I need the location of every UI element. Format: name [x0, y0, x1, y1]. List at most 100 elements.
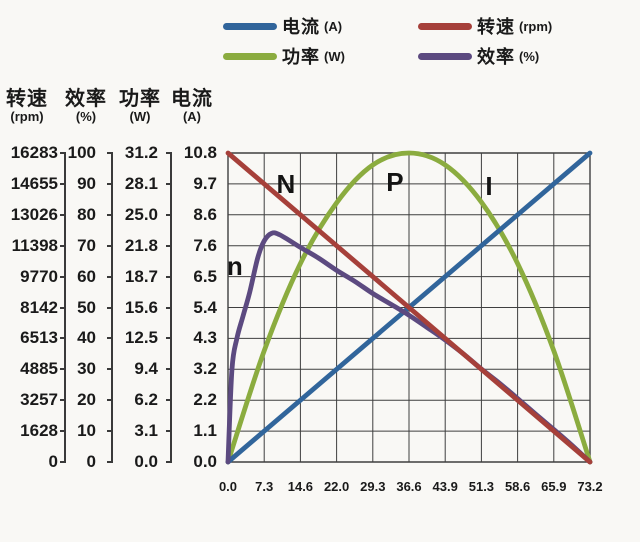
axis-header-unit: (rpm)	[10, 109, 44, 124]
axis-header-unit: (%)	[75, 109, 97, 124]
chart-canvas	[225, 150, 593, 465]
curve-label-n: n	[226, 251, 243, 282]
y-axis-tick	[107, 182, 113, 185]
y-axis-tick	[60, 275, 66, 278]
x-tick-label: 51.3	[468, 479, 495, 494]
y-axis-tick	[107, 213, 113, 216]
y-tick-label: 15.6	[124, 297, 158, 317]
y-axis-tick	[166, 213, 172, 216]
y-tick-label: 9770	[20, 266, 58, 286]
y-tick-label: 90	[77, 173, 96, 193]
y-axis-tick	[166, 306, 172, 309]
y-axis-tick	[60, 430, 66, 433]
y-axis-line	[111, 153, 113, 462]
y-tick-label: 21.8	[124, 235, 158, 255]
y-axis-tick	[60, 182, 66, 185]
y-tick-label: 11398	[11, 235, 58, 255]
x-tick-label: 43.9	[432, 479, 458, 494]
y-axis-tick	[166, 368, 172, 371]
y-tick-label: 50	[77, 297, 96, 317]
y-tick-label: 0.0	[193, 452, 217, 471]
y-tick-label: 1628	[20, 421, 58, 441]
y-tick-label: 5.4	[193, 297, 217, 317]
y-axis-tick	[60, 152, 66, 154]
legend-label-current: 电流	[282, 17, 320, 37]
y-tick-label: 13026	[10, 204, 58, 224]
y-tick-label: 4.3	[193, 328, 217, 348]
y-tick-label: 8.6	[193, 204, 217, 224]
axis-header-3: 功率 (W)	[108, 88, 172, 124]
y-tick-label: 16283	[10, 143, 58, 162]
x-tick-label: 22.0	[323, 479, 350, 494]
series-curve-转速	[225, 150, 593, 465]
y-axis-tick	[60, 306, 66, 309]
x-tick-label: 29.3	[360, 479, 386, 494]
x-tick-label: 36.6	[396, 479, 422, 494]
legend-label-power: 功率	[282, 47, 320, 67]
y-tick-label: 25.0	[124, 204, 158, 224]
legend-item-efficiency: 效率 (%)	[418, 42, 539, 70]
y-axis-tick	[60, 368, 66, 371]
x-tick-label: 0.0	[218, 479, 238, 494]
legend-unit-speed: (rpm)	[519, 18, 553, 34]
curve-label-P: P	[386, 167, 404, 198]
y-tick-label: 3.1	[134, 421, 158, 441]
y-tick-label: 2.2	[193, 390, 217, 410]
y-tick-label: 6513	[20, 328, 58, 348]
y-axis-tick	[166, 275, 172, 278]
axis-header-label: 转速	[6, 88, 48, 110]
y-tick-label: 9.4	[134, 359, 158, 379]
x-tick-label: 65.9	[541, 479, 567, 494]
y-tick-label: 70	[77, 235, 96, 255]
axis-header-unit: (A)	[182, 109, 202, 124]
y-tick-label: 3257	[20, 390, 58, 410]
y-axis-tick	[107, 430, 113, 433]
curve-label-I: I	[485, 171, 493, 202]
y-tick-label: 10.8	[183, 143, 217, 162]
y-tick-label: 40	[77, 328, 96, 348]
y-axis-tick	[60, 399, 66, 402]
series-curve-功率	[225, 150, 593, 465]
y-axis-tick	[60, 337, 66, 340]
y-tick-label: 9.7	[193, 173, 217, 193]
y-axis-tick	[60, 244, 66, 247]
legend-line-current-icon	[223, 22, 277, 30]
legend-item-speed: 转速 (rpm)	[418, 12, 552, 40]
legend-unit-power: (W)	[324, 48, 345, 64]
y-tick-label: 0	[86, 452, 96, 471]
y-axis-tick	[166, 461, 172, 463]
y-tick-label: 6.5	[193, 266, 217, 286]
legend-line-efficiency-icon	[418, 52, 472, 60]
y-axis-tick	[166, 152, 172, 154]
y-axis-tick	[107, 152, 113, 154]
axis-header-label: 功率	[119, 88, 161, 110]
legend-line-speed-icon	[418, 22, 472, 30]
curve-label-N: N	[276, 168, 296, 199]
y-tick-label: 10	[77, 421, 96, 441]
legend-item-power: 功率 (W)	[223, 42, 345, 70]
legend-line-power-icon	[223, 52, 277, 60]
y-tick-label: 31.2	[124, 143, 158, 162]
y-tick-label: 20	[77, 390, 96, 410]
y-tick-label: 60	[77, 266, 96, 286]
y-axis-tick	[166, 399, 172, 402]
y-tick-label: 80	[77, 204, 96, 224]
y-tick-label: 28.1	[124, 173, 158, 193]
y-tick-label: 14655	[10, 173, 58, 193]
y-axis-tick	[107, 337, 113, 340]
y-axis-tick	[107, 244, 113, 247]
y-axis-tick	[60, 461, 66, 463]
y-axis-tick	[107, 368, 113, 371]
legend-unit-current: (A)	[324, 18, 343, 34]
y-tick-label: 3.2	[193, 359, 217, 379]
y-axis-tick	[166, 182, 172, 185]
y-tick-label: 6.2	[134, 390, 158, 410]
y-tick-label: 30	[77, 359, 96, 379]
x-tick-label: 58.6	[504, 479, 531, 494]
y-tick-label: 100	[67, 143, 96, 162]
y-tick-label: 8142	[20, 297, 58, 317]
axis-header-4: 电流 (A)	[160, 88, 224, 124]
axis-header-unit: (W)	[129, 109, 151, 124]
y-axis-tick	[166, 244, 172, 247]
